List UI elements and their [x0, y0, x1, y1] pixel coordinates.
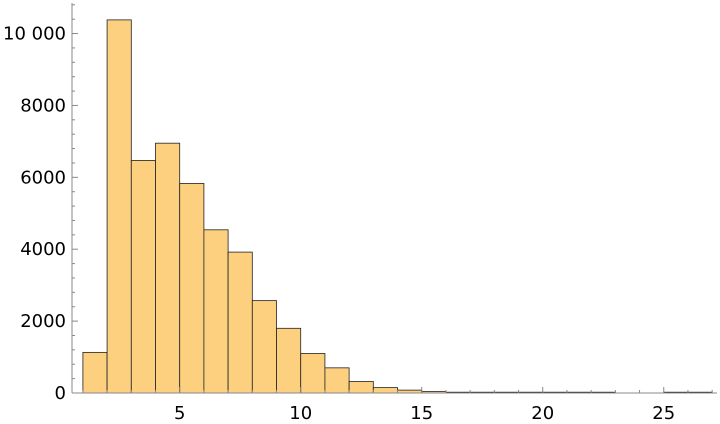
histogram-bar [300, 353, 326, 394]
x-tick-label: 10 [289, 403, 312, 424]
histogram-bar [372, 387, 398, 394]
x-ticks-group: 5 10 15 20 25 [82, 387, 713, 424]
x-tick-label: 15 [410, 403, 433, 424]
y-tick-label: 8000 [20, 95, 66, 116]
histogram-bar [203, 229, 229, 394]
y-tick-label: 0 [55, 383, 66, 404]
y-tick-label: 2000 [20, 311, 66, 332]
y-tick-label: 4000 [20, 239, 66, 260]
x-tick-label: 20 [531, 403, 554, 424]
x-tick-label: 5 [174, 403, 185, 424]
histogram-bar [227, 251, 253, 394]
histogram-bar [179, 183, 205, 394]
y-tick-label: 6000 [20, 167, 66, 188]
histogram-bar [251, 300, 277, 394]
histogram-bar [324, 367, 350, 394]
histogram-bar [276, 327, 302, 394]
bars-group [82, 19, 713, 394]
histogram-bar [348, 381, 374, 394]
y-ticks-group: 0 2000 4000 6000 8000 10 000 [3, 4, 78, 404]
histogram-bar [82, 351, 108, 394]
histogram-bar [155, 142, 181, 394]
x-tick-label: 25 [652, 403, 675, 424]
histogram-bar [106, 19, 132, 394]
y-tick-label: 10 000 [3, 24, 66, 45]
histogram-bar [130, 160, 156, 394]
